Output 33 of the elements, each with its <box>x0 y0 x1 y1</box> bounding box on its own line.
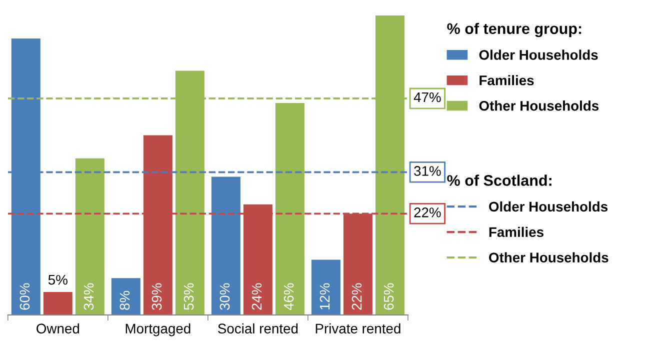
data-label: 65% <box>384 283 394 310</box>
data-label: 22% <box>352 283 362 310</box>
text: 31% <box>414 166 441 176</box>
bar <box>111 278 140 315</box>
legend-label: Families <box>480 75 534 86</box>
bar <box>275 103 304 315</box>
data-label: 12% <box>320 283 330 310</box>
legend-title: % of tenure group: <box>447 22 582 38</box>
bar <box>75 158 104 315</box>
data-label: 60% <box>20 283 30 310</box>
bar <box>211 176 240 315</box>
data-label: 30% <box>220 283 230 310</box>
data-label: 24% <box>252 283 262 310</box>
data-label: 53% <box>184 283 194 310</box>
x-tick-label: Mortgaged <box>126 323 190 336</box>
bar <box>43 292 72 315</box>
data-label: 34% <box>84 283 94 310</box>
text: % of Scotland: <box>447 174 552 186</box>
data-label: 5% <box>48 274 68 285</box>
legend-label: Other Households <box>489 252 608 262</box>
x-tick-label: Social rented <box>218 323 298 334</box>
data-label: 8% <box>120 290 130 310</box>
text: 22% <box>414 208 441 218</box>
x-tick-label: Owned <box>36 323 80 334</box>
text: 47% <box>414 92 441 102</box>
data-label: 39% <box>152 283 162 310</box>
x-tick-label: Private rented <box>316 323 400 334</box>
legend-label: Other Households <box>479 100 599 111</box>
legend-label: Older Households <box>479 50 598 60</box>
bar <box>311 260 340 315</box>
legend-label: Older Households <box>489 201 608 212</box>
legend-label: Families <box>489 226 544 238</box>
data-label: 46% <box>284 283 294 310</box>
